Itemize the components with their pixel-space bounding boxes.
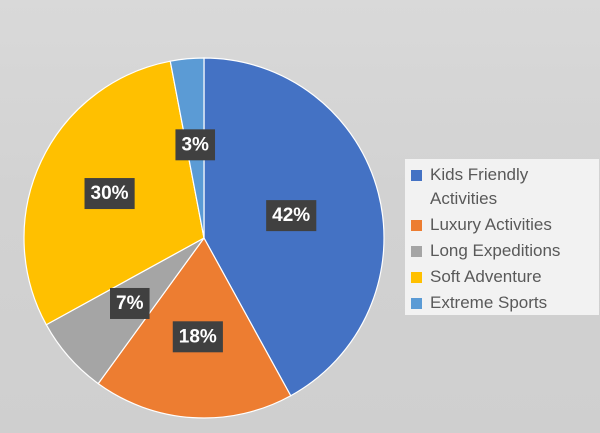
legend: Kids Friendly Activities Luxury Activiti…	[405, 159, 599, 315]
legend-swatch	[411, 246, 422, 257]
legend-swatch	[411, 272, 422, 283]
data-label-text: 42%	[272, 205, 310, 226]
legend-item-long-expeditions: Long Expeditions	[411, 239, 593, 263]
data-label-background	[84, 178, 135, 210]
data-label-text: 3%	[181, 134, 209, 155]
legend-label: Luxury Activities	[430, 215, 552, 234]
data-label-kids-friendly-activities: 42%	[266, 200, 317, 232]
data-label-text: 7%	[116, 293, 144, 314]
legend-item-kids-friendly-activities: Kids Friendly Activities	[411, 163, 593, 211]
data-label-background	[266, 200, 317, 232]
legend-label: Soft Adventure	[430, 267, 542, 286]
data-label-long-expeditions: 7%	[110, 287, 150, 319]
data-label-background	[175, 129, 216, 161]
legend-label: Long Expeditions	[430, 241, 561, 260]
data-label-soft-adventure: 30%	[84, 178, 135, 210]
legend-item-extreme-sports: Extreme Sports	[411, 291, 593, 315]
legend-swatch	[411, 170, 422, 181]
data-label-text: 30%	[91, 183, 129, 204]
legend-swatch	[411, 220, 422, 231]
legend-swatch	[411, 298, 422, 309]
data-label-luxury-activities: 18%	[172, 321, 223, 353]
legend-label: Kids Friendly Activities	[430, 165, 529, 208]
legend-label: Extreme Sports	[430, 293, 548, 312]
data-label-background	[110, 287, 150, 319]
legend-item-luxury-activities: Luxury Activities	[411, 213, 593, 237]
slices-layer	[23, 57, 385, 419]
data-label-extreme-sports: 3%	[175, 129, 216, 161]
data-label-background	[172, 321, 223, 353]
data-label-text: 18%	[179, 326, 217, 347]
legend-item-soft-adventure: Soft Adventure	[411, 265, 593, 289]
data-labels-layer: 42% 18% 7% 30% 3%	[84, 129, 317, 353]
